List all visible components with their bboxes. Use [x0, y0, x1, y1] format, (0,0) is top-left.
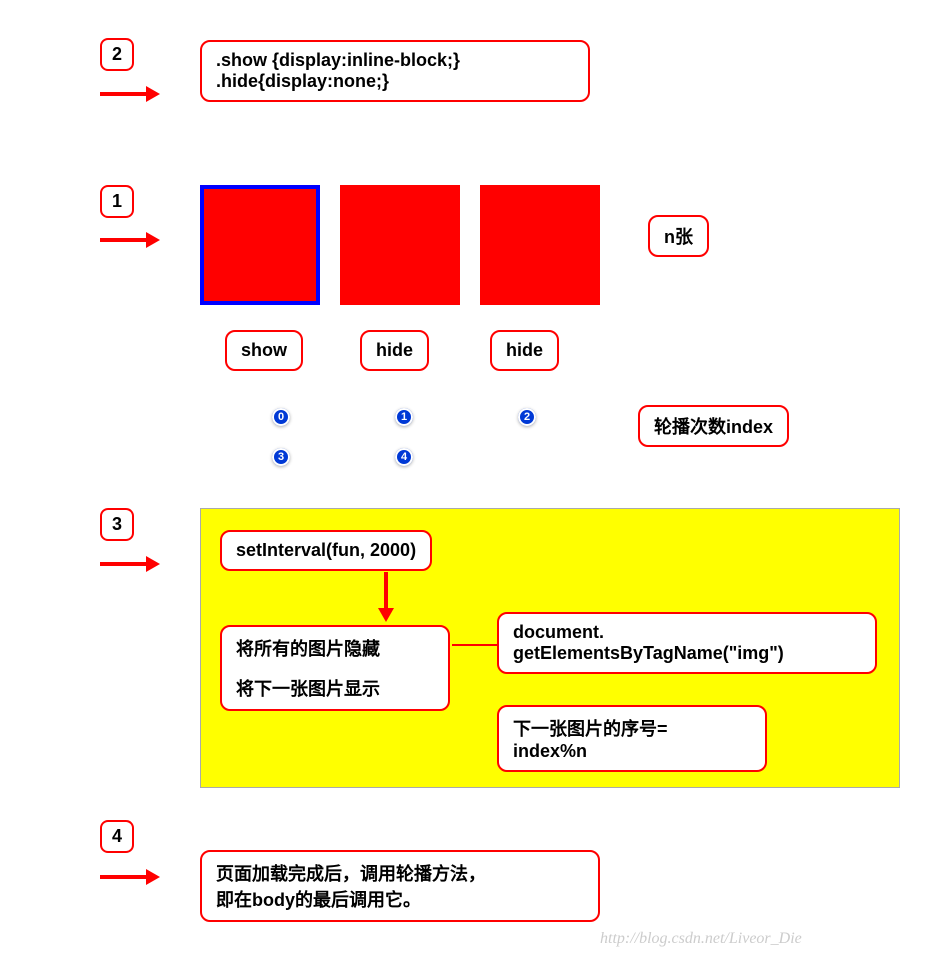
css-line-1: .show {display:inline-block;}	[216, 50, 574, 71]
square-label-1: show	[225, 330, 303, 371]
hide-all-text: 将所有的图片隐藏	[236, 635, 434, 661]
onload-l1: 页面加载完成后，调用轮播方法，	[216, 860, 584, 886]
next-index-l1: 下一张图片的序号=	[513, 715, 751, 741]
step-badge-3: 3	[100, 508, 134, 541]
square-label-2: hide	[360, 330, 429, 371]
setinterval-box: setInterval(fun, 2000)	[220, 530, 432, 571]
step-badge-1: 1	[100, 185, 134, 218]
square-3	[480, 185, 600, 305]
n-count-label: n张	[648, 215, 709, 257]
css-line-2: .hide{display:none;}	[216, 71, 574, 92]
next-index-l2: index%n	[513, 741, 751, 762]
arrow-step-2	[100, 92, 150, 96]
onload-l2: 即在body的最后调用它。	[216, 886, 584, 912]
step-badge-2: 2	[100, 38, 134, 71]
getelems-l2: getElementsByTagName("img")	[513, 643, 861, 664]
bullet-3: 3	[272, 448, 290, 466]
onload-box: 页面加载完成后，调用轮播方法， 即在body的最后调用它。	[200, 850, 600, 922]
fun-body-box: 将所有的图片隐藏 将下一张图片显示	[220, 625, 450, 711]
arrow-setinterval-down	[378, 572, 388, 612]
getelems-l1: document.	[513, 622, 861, 643]
square-1	[200, 185, 320, 305]
next-index-box: 下一张图片的序号= index%n	[497, 705, 767, 772]
bullet-2: 2	[518, 408, 536, 426]
arrow-step-1	[100, 238, 150, 242]
square-2	[340, 185, 460, 305]
arrow-step-3	[100, 562, 150, 566]
step-badge-4: 4	[100, 820, 134, 853]
code-box-css: .show {display:inline-block;} .hide{disp…	[200, 40, 590, 102]
arrow-step-4	[100, 875, 150, 879]
getelems-box: document. getElementsByTagName("img")	[497, 612, 877, 674]
bullet-4: 4	[395, 448, 413, 466]
square-label-3: hide	[490, 330, 559, 371]
watermark: http://blog.csdn.net/Liveor_Die	[600, 930, 802, 948]
show-next-text: 将下一张图片显示	[236, 675, 434, 701]
connector-getelems	[452, 644, 497, 646]
bullet-1: 1	[395, 408, 413, 426]
bullet-0: 0	[272, 408, 290, 426]
index-label: 轮播次数index	[638, 405, 789, 447]
